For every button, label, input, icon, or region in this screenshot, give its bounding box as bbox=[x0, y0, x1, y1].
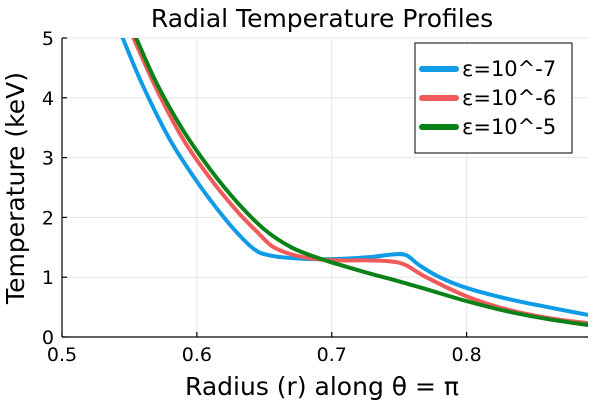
legend: ε=10^-7 ε=10^-6 ε=10^-5 bbox=[414, 42, 573, 154]
y-axis-label: Temperature (keV) bbox=[1, 72, 30, 305]
x-tick-label: 0.6 bbox=[182, 344, 212, 366]
legend-label-2: ε=10^-6 bbox=[462, 86, 556, 110]
y-tick-label: 1 bbox=[42, 267, 54, 289]
y-tick-label: 2 bbox=[42, 207, 54, 229]
legend-label-1: ε=10^-7 bbox=[462, 57, 556, 81]
x-axis-label: Radius (r) along θ = π bbox=[185, 372, 459, 400]
y-tick-label: 0 bbox=[42, 327, 54, 349]
y-tick-label: 5 bbox=[42, 28, 54, 50]
x-tick-label: 0.5 bbox=[47, 344, 77, 366]
y-tick-label: 3 bbox=[42, 148, 54, 170]
series-layer bbox=[120, 38, 588, 328]
x-tick-label: 0.8 bbox=[452, 344, 482, 366]
series-line-3 bbox=[134, 38, 588, 328]
chart-title: Radial Temperature Profiles bbox=[151, 4, 493, 33]
x-tick-label: 0.7 bbox=[317, 344, 347, 366]
ticks: 0.5 0.6 0.7 0.8 0 1 2 3 4 5 bbox=[42, 28, 482, 366]
legend-label-3: ε=10^-5 bbox=[462, 115, 556, 139]
y-tick-label: 4 bbox=[42, 88, 54, 110]
axes bbox=[61, 38, 588, 338]
